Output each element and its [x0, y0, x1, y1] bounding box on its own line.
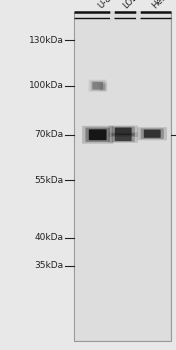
FancyBboxPatch shape: [82, 126, 113, 144]
FancyBboxPatch shape: [89, 129, 107, 140]
FancyBboxPatch shape: [137, 127, 167, 140]
Text: 55kDa: 55kDa: [34, 176, 63, 185]
FancyBboxPatch shape: [99, 83, 107, 91]
Text: 70kDa: 70kDa: [34, 130, 63, 139]
FancyBboxPatch shape: [115, 127, 132, 135]
FancyBboxPatch shape: [115, 134, 132, 141]
Text: 130kDa: 130kDa: [29, 36, 63, 45]
FancyBboxPatch shape: [108, 132, 138, 143]
FancyBboxPatch shape: [112, 133, 135, 142]
FancyBboxPatch shape: [141, 128, 164, 139]
FancyBboxPatch shape: [99, 82, 108, 92]
FancyBboxPatch shape: [90, 81, 105, 91]
Text: 35kDa: 35kDa: [34, 261, 63, 271]
FancyBboxPatch shape: [86, 127, 110, 142]
Text: HeLa: HeLa: [150, 0, 172, 10]
FancyBboxPatch shape: [108, 125, 138, 137]
Text: LO2: LO2: [121, 0, 140, 10]
Text: U-87MG: U-87MG: [96, 0, 127, 10]
FancyBboxPatch shape: [144, 130, 161, 138]
Text: 100kDa: 100kDa: [29, 81, 63, 90]
FancyBboxPatch shape: [112, 126, 135, 136]
Bar: [74, 12, 171, 341]
FancyBboxPatch shape: [89, 80, 107, 92]
Bar: [75, 14, 170, 340]
Text: 40kDa: 40kDa: [34, 233, 63, 243]
FancyBboxPatch shape: [100, 84, 106, 90]
FancyBboxPatch shape: [92, 82, 103, 90]
